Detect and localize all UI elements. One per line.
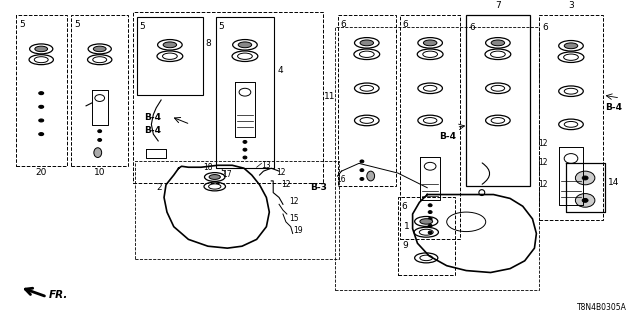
Text: 6: 6: [403, 20, 408, 29]
Ellipse shape: [367, 171, 374, 181]
Text: FR.: FR.: [49, 290, 68, 300]
Ellipse shape: [582, 176, 588, 180]
Text: 5: 5: [19, 20, 24, 29]
Ellipse shape: [94, 148, 102, 157]
Ellipse shape: [360, 178, 364, 180]
Text: B-4: B-4: [145, 113, 161, 122]
Text: B-3: B-3: [310, 183, 327, 192]
Ellipse shape: [428, 224, 432, 227]
Text: 5: 5: [140, 22, 145, 31]
Text: B-4: B-4: [439, 132, 456, 141]
Text: 14: 14: [607, 178, 619, 187]
Text: 20: 20: [36, 168, 47, 177]
Ellipse shape: [564, 43, 578, 49]
Text: 8: 8: [205, 39, 211, 48]
Bar: [337, 15, 396, 186]
Ellipse shape: [491, 40, 505, 46]
Ellipse shape: [98, 130, 102, 133]
Ellipse shape: [360, 160, 364, 163]
Text: 5: 5: [219, 22, 225, 31]
Ellipse shape: [35, 46, 47, 52]
Text: 3: 3: [568, 1, 574, 10]
Ellipse shape: [575, 194, 595, 207]
Ellipse shape: [209, 175, 220, 180]
Ellipse shape: [360, 40, 374, 46]
Text: 12: 12: [281, 180, 291, 189]
Text: 18: 18: [203, 163, 212, 172]
Text: B-4: B-4: [605, 103, 623, 112]
Bar: [335, 27, 540, 290]
Ellipse shape: [39, 119, 44, 122]
Text: 7: 7: [495, 1, 500, 10]
Text: 12: 12: [276, 168, 285, 177]
Text: 6: 6: [542, 23, 548, 32]
Text: 12: 12: [289, 197, 298, 206]
Bar: [400, 15, 460, 239]
Text: 2: 2: [156, 183, 162, 192]
Text: 15: 15: [289, 214, 298, 223]
Ellipse shape: [428, 211, 432, 213]
Text: 5: 5: [74, 20, 80, 29]
Ellipse shape: [243, 140, 247, 143]
Text: T8N4B0305A: T8N4B0305A: [577, 302, 627, 311]
Ellipse shape: [575, 171, 595, 185]
Ellipse shape: [428, 231, 432, 234]
Ellipse shape: [428, 204, 432, 207]
Text: 1: 1: [404, 222, 410, 231]
Ellipse shape: [424, 40, 437, 46]
Ellipse shape: [39, 92, 44, 95]
Ellipse shape: [39, 105, 44, 108]
Ellipse shape: [39, 133, 44, 136]
Text: 12: 12: [538, 158, 548, 167]
Text: 16: 16: [337, 175, 346, 184]
Ellipse shape: [428, 218, 432, 220]
Text: 9: 9: [403, 241, 408, 250]
Text: 19: 19: [292, 226, 302, 235]
Text: 6: 6: [469, 23, 475, 32]
Text: 6: 6: [340, 20, 346, 29]
Text: 12: 12: [538, 180, 548, 189]
Text: 4: 4: [277, 66, 283, 75]
Ellipse shape: [243, 156, 247, 159]
Text: 6: 6: [401, 202, 406, 211]
Bar: [466, 15, 529, 186]
Text: B-4: B-4: [145, 126, 161, 135]
Bar: [16, 15, 67, 166]
Ellipse shape: [238, 42, 252, 48]
Text: 10: 10: [94, 168, 106, 177]
Ellipse shape: [420, 219, 433, 224]
Text: 13: 13: [262, 161, 271, 170]
Bar: [72, 15, 128, 166]
Ellipse shape: [360, 169, 364, 172]
Text: 11: 11: [324, 92, 335, 100]
Text: 12: 12: [538, 139, 548, 148]
Ellipse shape: [93, 46, 106, 52]
Bar: [135, 161, 339, 259]
Text: 17: 17: [223, 170, 232, 179]
Bar: [133, 12, 323, 183]
Ellipse shape: [582, 198, 588, 202]
Bar: [398, 197, 454, 276]
Bar: [216, 17, 274, 168]
Bar: [540, 15, 603, 220]
Ellipse shape: [163, 42, 177, 48]
Bar: [137, 17, 203, 95]
Text: 5: 5: [221, 168, 225, 177]
Ellipse shape: [98, 139, 102, 141]
Ellipse shape: [243, 148, 247, 151]
